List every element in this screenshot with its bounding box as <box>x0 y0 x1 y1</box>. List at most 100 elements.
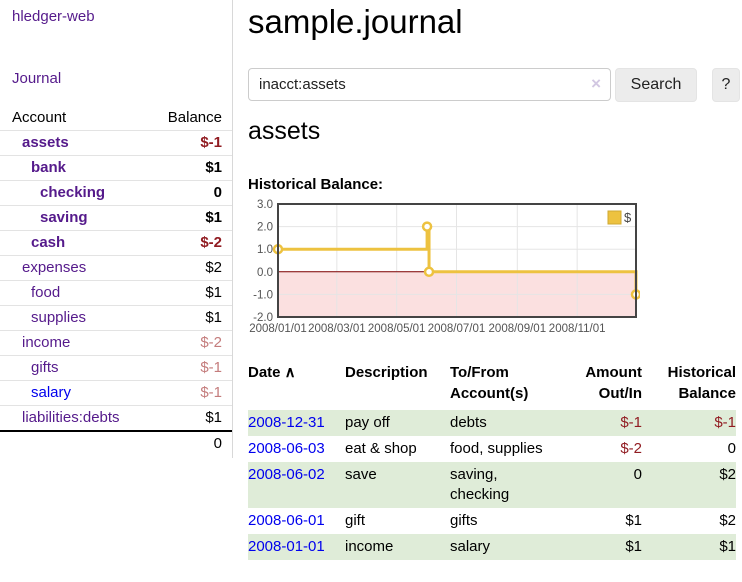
account-link-salary[interactable]: salary <box>31 384 72 401</box>
transaction-amount: 0 <box>633 466 642 483</box>
transaction-description: income <box>345 538 394 555</box>
accounts-column-balance: Balance <box>167 109 222 126</box>
search-input[interactable] <box>248 68 611 101</box>
transaction-accounts: food, supplies <box>450 440 543 457</box>
account-link-saving[interactable]: saving <box>40 209 88 226</box>
data-point-marker <box>423 266 435 278</box>
accounts-column-account: Account <box>12 109 67 126</box>
help-button[interactable]: ? <box>712 68 740 102</box>
transaction-amount: $-1 <box>620 414 642 431</box>
account-balance: $2 <box>150 255 232 281</box>
transaction-row: 2008-12-31 pay off debts $-1 $-1 <box>248 410 736 436</box>
sort-ascending-icon: ∧ <box>280 364 296 381</box>
account-balance: $-1 <box>150 380 232 406</box>
y-axis-tick-label: 2.0 <box>257 222 273 234</box>
account-link-income[interactable]: income <box>22 334 71 351</box>
main-content: sample.journal × Search ? assets Histori… <box>248 0 742 582</box>
app-brand-link[interactable]: hledger-web <box>12 8 95 25</box>
y-axis-tick-label: -2.0 <box>253 312 273 324</box>
account-row: cash $-2 <box>0 230 232 256</box>
page-title: sample.journal <box>248 3 463 40</box>
transaction-description: save <box>345 466 377 483</box>
y-axis-tick-label: 3.0 <box>257 199 273 211</box>
account-link-expenses[interactable]: expenses <box>22 259 87 276</box>
transaction-amount: $1 <box>625 538 642 555</box>
account-balance: $-2 <box>150 330 232 356</box>
transaction-description: gift <box>345 512 366 529</box>
account-row: expenses $2 <box>0 255 232 281</box>
transaction-description: eat & shop <box>345 440 417 457</box>
account-balance: $-1 <box>150 355 232 381</box>
accounts-total-balance: 0 <box>150 430 232 456</box>
account-balance: $1 <box>150 305 232 331</box>
transaction-balance: $2 <box>719 466 736 483</box>
transaction-row: 2008-06-02 save saving, checking 0 $2 <box>248 462 736 508</box>
register-column-tofrom: To/From Account(s) <box>450 364 529 402</box>
transaction-balance: $1 <box>719 538 736 555</box>
plot-border <box>277 203 637 318</box>
search-button[interactable]: Search <box>615 68 697 102</box>
account-link-bank[interactable]: bank <box>31 159 67 176</box>
account-link-liabilities-debts[interactable]: liabilities:debts <box>22 409 120 426</box>
legend-swatch <box>607 210 622 225</box>
transaction-row: 2008-06-03 eat & shop food, supplies $-2 0 <box>248 436 736 462</box>
legend-label: $ <box>624 210 632 225</box>
chart-label: Historical Balance: <box>248 176 384 193</box>
transaction-accounts: salary <box>450 538 491 555</box>
transaction-row: 2008-06-01 gift gifts $1 $2 <box>248 508 736 534</box>
account-balance: $1 <box>150 405 232 431</box>
register-column-description: Description <box>345 364 428 381</box>
transaction-date-link[interactable]: 2008-06-02 <box>248 466 325 483</box>
account-balance: $1 <box>150 155 232 181</box>
register-column-historical: Historical Balance <box>667 364 736 402</box>
transaction-description: pay off <box>345 414 390 431</box>
register-table: Date ∧ Description To/From Account(s) Amoun… <box>248 360 736 560</box>
accounts-table: Account Balance assets $-1 bank $1 checking 0… <box>0 106 232 456</box>
account-row: salary $-1 <box>0 380 232 406</box>
accounts-total-row: 0 <box>0 430 232 456</box>
clear-search-icon[interactable]: × <box>591 74 601 93</box>
register-column-amount: Amount Out/In <box>585 364 642 402</box>
transaction-balance: 0 <box>727 440 736 457</box>
account-balance: $1 <box>150 205 232 231</box>
x-axis-tick-label: 2008/03/01 <box>308 323 366 335</box>
account-row: supplies $1 <box>0 305 232 331</box>
transaction-balance: $2 <box>719 512 736 529</box>
transaction-amount: $1 <box>625 512 642 529</box>
transaction-date-link[interactable]: 2008-06-01 <box>248 512 325 529</box>
transaction-balance: $-1 <box>714 414 736 431</box>
transaction-date-link[interactable]: 2008-12-31 <box>248 414 325 431</box>
x-axis-tick-label: 2008/07/01 <box>428 323 486 335</box>
account-row: checking 0 <box>0 180 232 206</box>
account-balance: $-1 <box>150 130 232 156</box>
historical-balance-chart: $3.0 2.0 1.0 0.0 -1.0 -2.0 2008/01/01 2008/03/0… <box>248 198 642 342</box>
account-row: saving $1 <box>0 205 232 231</box>
account-row: food $1 <box>0 280 232 306</box>
y-axis-tick-label: 0.0 <box>257 267 273 279</box>
transaction-date-link[interactable]: 2008-06-03 <box>248 440 325 457</box>
y-axis-tick-label: -1.0 <box>253 289 273 301</box>
account-row: income $-2 <box>0 330 232 356</box>
transaction-date-link[interactable]: 2008-01-01 <box>248 538 325 555</box>
account-link-checking[interactable]: checking <box>40 184 106 201</box>
register-header-row: Date ∧ Description To/From Account(s) Amoun… <box>248 360 736 410</box>
register-column-date[interactable]: Date ∧ <box>248 364 296 381</box>
account-link-gifts[interactable]: gifts <box>31 359 59 376</box>
transaction-accounts: gifts <box>450 512 478 529</box>
account-link-cash[interactable]: cash <box>31 234 66 251</box>
account-link-supplies[interactable]: supplies <box>31 309 87 326</box>
accounts-table-header: Account Balance <box>0 106 232 131</box>
x-axis-tick-label: 2008/05/01 <box>368 323 426 335</box>
x-axis-tick-label: 2008/11/01 <box>549 323 606 335</box>
account-balance: $1 <box>150 280 232 306</box>
account-row: assets $-1 <box>0 130 232 156</box>
sidebar-item-journal[interactable]: Journal <box>12 70 62 87</box>
account-balance: $-2 <box>150 230 232 256</box>
x-axis-tick-label: 2008/01/01 <box>249 323 307 335</box>
data-point-marker <box>421 221 433 232</box>
account-link-food[interactable]: food <box>31 284 61 301</box>
account-link-assets[interactable]: assets <box>22 134 69 151</box>
x-axis-tick-label: 2008/09/01 <box>489 323 547 335</box>
sidebar: hledger-web Journal Account Balance asse… <box>0 0 233 458</box>
